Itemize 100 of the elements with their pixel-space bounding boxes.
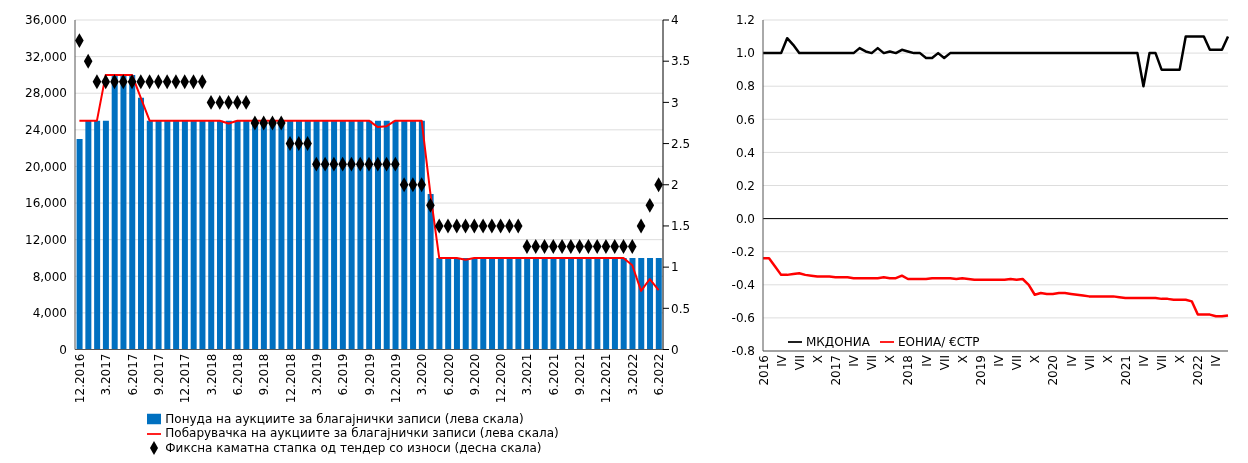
legend-label: Фиксна каматна стапка од тендер со износи (десна скала) — [165, 440, 542, 455]
bar — [322, 120, 329, 350]
bar — [181, 120, 188, 350]
x-tick-label: 2021 — [1118, 355, 1133, 386]
legend-label: Побарувачка на аукциите за благајнички записи (лева скала) — [165, 426, 559, 440]
bar — [76, 138, 83, 350]
bar — [304, 120, 311, 350]
x-tick-label: X — [1173, 355, 1188, 364]
x-tick-label: 2022 — [1191, 355, 1206, 386]
bar — [102, 120, 109, 350]
x-tick-label: 3.2017 — [99, 353, 114, 396]
y-tick-label: -0.8 — [731, 344, 755, 359]
y-tick-label: 20,000 — [25, 159, 67, 174]
y2-tick-label: 3.5 — [671, 54, 691, 69]
bar — [453, 257, 460, 350]
bar — [383, 120, 390, 350]
x-tick-label: 2017 — [828, 355, 843, 386]
x-tick-label: 12.2021 — [599, 353, 614, 404]
x-tick-label: 3.2020 — [415, 353, 430, 396]
bar — [173, 120, 180, 350]
bar — [164, 120, 171, 350]
bar — [462, 257, 469, 350]
y-tick-label: -0.2 — [731, 244, 755, 259]
x-tick-label: IV — [1209, 354, 1224, 367]
bar — [374, 120, 381, 350]
bar — [497, 257, 504, 350]
x-tick-label: 12.2016 — [72, 353, 87, 404]
y-tick-label: 0.8 — [735, 79, 755, 94]
x-tick-label: X — [955, 355, 970, 364]
y-tick-label: 0.6 — [735, 112, 755, 127]
y-tick-label: 0 — [59, 342, 67, 357]
y2-tick-label: 3 — [671, 95, 679, 110]
x-tick-label: X — [1028, 355, 1043, 364]
bar — [524, 257, 531, 350]
x-tick-label: 9.2021 — [573, 353, 588, 396]
bar — [585, 257, 592, 350]
bar — [550, 257, 557, 350]
bar — [418, 120, 425, 350]
x-tick-label: 9.2018 — [257, 353, 272, 396]
y-tick-label: 0.2 — [735, 178, 755, 193]
y-tick-label: 1.0 — [735, 46, 755, 61]
bar — [471, 257, 478, 350]
bar — [611, 257, 618, 350]
x-tick-label: 6.2017 — [125, 353, 140, 396]
bar — [199, 120, 206, 350]
bar — [155, 120, 162, 350]
x-tick-label: VII — [1082, 355, 1097, 371]
x-tick-label: 9.2017 — [151, 353, 166, 396]
y2-tick-label: 1 — [671, 260, 679, 275]
bar — [348, 120, 355, 350]
x-tick-label: 12.2019 — [388, 353, 403, 404]
bar — [366, 120, 373, 350]
x-tick-label: 6.2022 — [652, 353, 667, 396]
bar — [489, 257, 496, 350]
x-tick-label: IV — [847, 354, 862, 367]
x-tick-label: VII — [792, 355, 807, 371]
bar — [331, 120, 338, 350]
legend-label: МКДОНИА — [806, 335, 870, 349]
bar — [357, 120, 364, 350]
y2-tick-label: 2.5 — [671, 136, 691, 151]
x-tick-label: 6.2021 — [546, 353, 561, 396]
bar — [339, 120, 346, 350]
y-tick-label: -0.6 — [731, 311, 755, 326]
bar — [655, 257, 662, 350]
x-tick-label: 12.2018 — [283, 353, 298, 404]
y-tick-label: 12,000 — [25, 232, 67, 247]
bar — [111, 74, 118, 350]
bar — [568, 257, 575, 350]
x-tick-label: VII — [937, 355, 952, 371]
x-tick-label: 6.2020 — [441, 353, 456, 396]
y-tick-label: 28,000 — [25, 86, 67, 101]
legend-label: Понуда на аукциите за благајнички записи (лева скала) — [165, 411, 524, 426]
bar — [647, 257, 654, 350]
bar — [594, 257, 601, 350]
x-tick-label: IV — [1136, 354, 1151, 367]
bar — [629, 257, 636, 350]
bar — [436, 257, 443, 350]
bar — [217, 120, 223, 350]
x-tick-label: VII — [865, 355, 880, 371]
bar — [120, 74, 127, 350]
legend-label: ЕОНИА/ €СТР — [897, 335, 980, 349]
bar — [190, 120, 197, 350]
bar — [401, 120, 408, 350]
bar — [146, 120, 153, 350]
x-tick-label: VII — [1155, 355, 1170, 371]
y-tick-label: 32,000 — [25, 49, 67, 64]
x-tick-label: IV — [919, 354, 934, 367]
bar — [94, 120, 101, 350]
bar — [234, 120, 241, 350]
line-series — [761, 35, 1230, 88]
y-tick-label: 16,000 — [25, 196, 67, 211]
bar — [515, 257, 522, 350]
y-tick-label: -0.4 — [731, 278, 755, 293]
x-tick-label: IV — [1064, 354, 1079, 367]
y2-tick-label: 1.5 — [671, 219, 691, 234]
bar — [541, 257, 548, 350]
bar — [480, 257, 487, 350]
x-tick-label: 2019 — [973, 355, 988, 386]
x-tick-label: 12.2017 — [178, 353, 193, 404]
y-tick-label: 1.2 — [735, 13, 755, 28]
